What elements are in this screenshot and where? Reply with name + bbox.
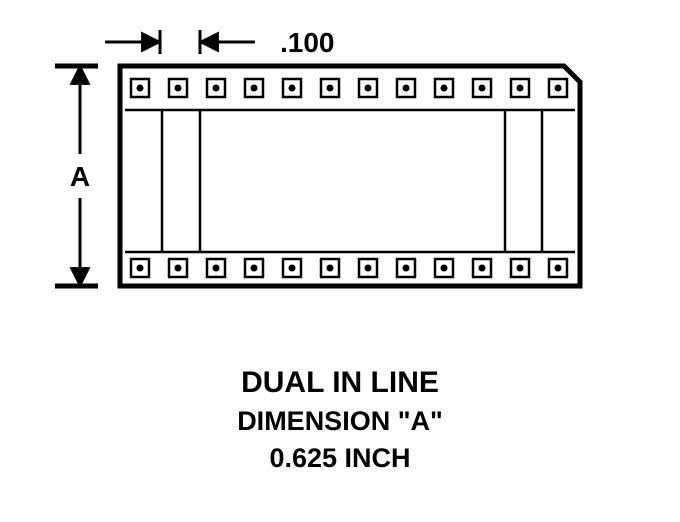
- pin-hole: [137, 85, 144, 92]
- pin-hole: [289, 85, 296, 92]
- pin-hole: [327, 85, 334, 92]
- pin-hole: [251, 85, 258, 92]
- pin-hole: [213, 265, 220, 272]
- pin-hole: [517, 85, 524, 92]
- pin-hole: [479, 85, 486, 92]
- pin-hole: [175, 265, 182, 272]
- pin-hole: [137, 265, 144, 272]
- caption-block: DUAL IN LINE DIMENSION "A" 0.625 INCH: [0, 366, 680, 474]
- caption-line-1: DUAL IN LINE: [0, 366, 680, 400]
- pin-hole: [441, 265, 448, 272]
- pin-hole: [403, 85, 410, 92]
- pin-hole: [441, 85, 448, 92]
- pin-hole: [479, 265, 486, 272]
- pitch-label: .100: [280, 27, 335, 58]
- caption-line-3: 0.625 INCH: [0, 443, 680, 474]
- pin-hole: [213, 85, 220, 92]
- pin-hole: [251, 265, 258, 272]
- pin-hole: [365, 265, 372, 272]
- caption-line-2: DIMENSION "A": [0, 406, 680, 437]
- dimA-label: A: [70, 161, 90, 192]
- pin-hole: [403, 265, 410, 272]
- pin-hole: [365, 85, 372, 92]
- pin-hole: [327, 265, 334, 272]
- pin-hole: [517, 265, 524, 272]
- pin-hole: [555, 85, 562, 92]
- pin-hole: [555, 265, 562, 272]
- pin-hole: [175, 85, 182, 92]
- pin-hole: [289, 265, 296, 272]
